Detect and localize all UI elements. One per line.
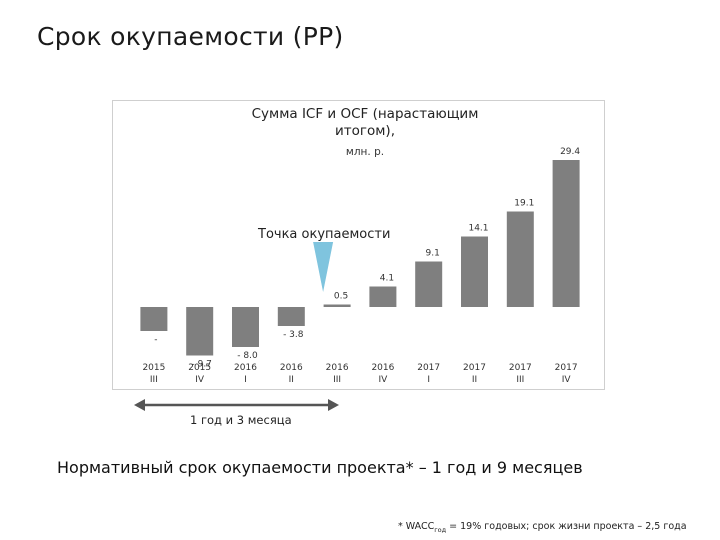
slide-title: Срок окупаемости (PP) — [37, 22, 344, 51]
category-label-9-1: IV — [562, 375, 572, 385]
category-label-0-0: 2015 — [142, 363, 165, 373]
category-label-4-1: III — [333, 375, 341, 385]
category-label-7-1: II — [472, 375, 477, 385]
bar-7 — [461, 236, 488, 307]
payback-point-marker — [313, 242, 334, 292]
category-label-6-0: 2017 — [417, 363, 440, 373]
payback-marker-layer: Точка окупаемости — [257, 227, 390, 292]
bar-2 — [232, 307, 259, 347]
bar-1 — [186, 307, 214, 356]
category-label-2-0: 2016 — [234, 363, 257, 373]
category-label-5-1: IV — [378, 375, 388, 385]
category-label-3-1: II — [289, 375, 294, 385]
data-label-3: - 3.8 — [283, 330, 304, 340]
data-label-4: 0.5 — [334, 292, 348, 302]
duration-arrow — [134, 399, 339, 411]
footnote-prefix: * WACC — [398, 521, 435, 532]
footnote: * WACCгод = 19% годовых; срок жизни прое… — [398, 521, 687, 534]
bars-layer: - - 9.7 - 8.0 - 3.8 0.5 4.1 9.1 14.1 19.1 29.4 — [140, 147, 580, 370]
data-label-0: - — [154, 335, 157, 345]
category-label-1-1: IV — [195, 375, 205, 385]
bar-9 — [552, 160, 580, 307]
bar-5 — [369, 286, 397, 307]
category-label-4-0: 2016 — [326, 363, 349, 373]
chart-frame — [112, 100, 605, 390]
category-label-3-0: 2016 — [280, 363, 303, 373]
category-label-5-0: 2016 — [371, 363, 394, 373]
category-label-6-1: I — [427, 375, 430, 385]
category-label-8-0: 2017 — [509, 363, 532, 373]
data-label-5: 4.1 — [380, 274, 394, 284]
data-label-2: - 8.0 — [237, 351, 258, 361]
duration-label: 1 год и 3 месяца — [190, 413, 292, 427]
bar-3 — [277, 307, 305, 326]
chart-unit-label: млн. р. — [345, 146, 385, 158]
category-label-7-0: 2017 — [463, 363, 486, 373]
data-label-6: 9.1 — [426, 249, 440, 259]
data-label-8: 19.1 — [514, 199, 534, 209]
normative-payback-text: Нормативный срок окупаемости проекта* – … — [57, 458, 583, 477]
footnote-suffix: = 19% годовых; срок жизни проекта – 2,5 … — [446, 521, 687, 532]
data-label-7: 14.1 — [468, 224, 488, 234]
data-label-1: - 9.7 — [191, 360, 211, 370]
category-label-0-1: III — [150, 375, 158, 385]
chart-title: Сумма ICF и OCF (нарастающим итогом), — [251, 106, 479, 139]
category-label-8-1: III — [516, 375, 524, 385]
bar-4 — [323, 304, 351, 307]
category-label-1-0: 2015 — [188, 363, 211, 373]
category-label-9-0: 2017 — [555, 363, 578, 373]
bar-0 — [140, 307, 168, 331]
footnote-sub: год — [434, 525, 447, 534]
payback-point-label: Точка окупаемости — [257, 227, 390, 242]
category-labels: 2015III2015IV2016I2016II2016III2016IV201… — [142, 363, 577, 385]
bar-8 — [506, 211, 534, 307]
bar-6 — [415, 261, 443, 307]
data-label-9: 29.4 — [560, 147, 580, 157]
category-label-2-1: I — [244, 375, 247, 385]
